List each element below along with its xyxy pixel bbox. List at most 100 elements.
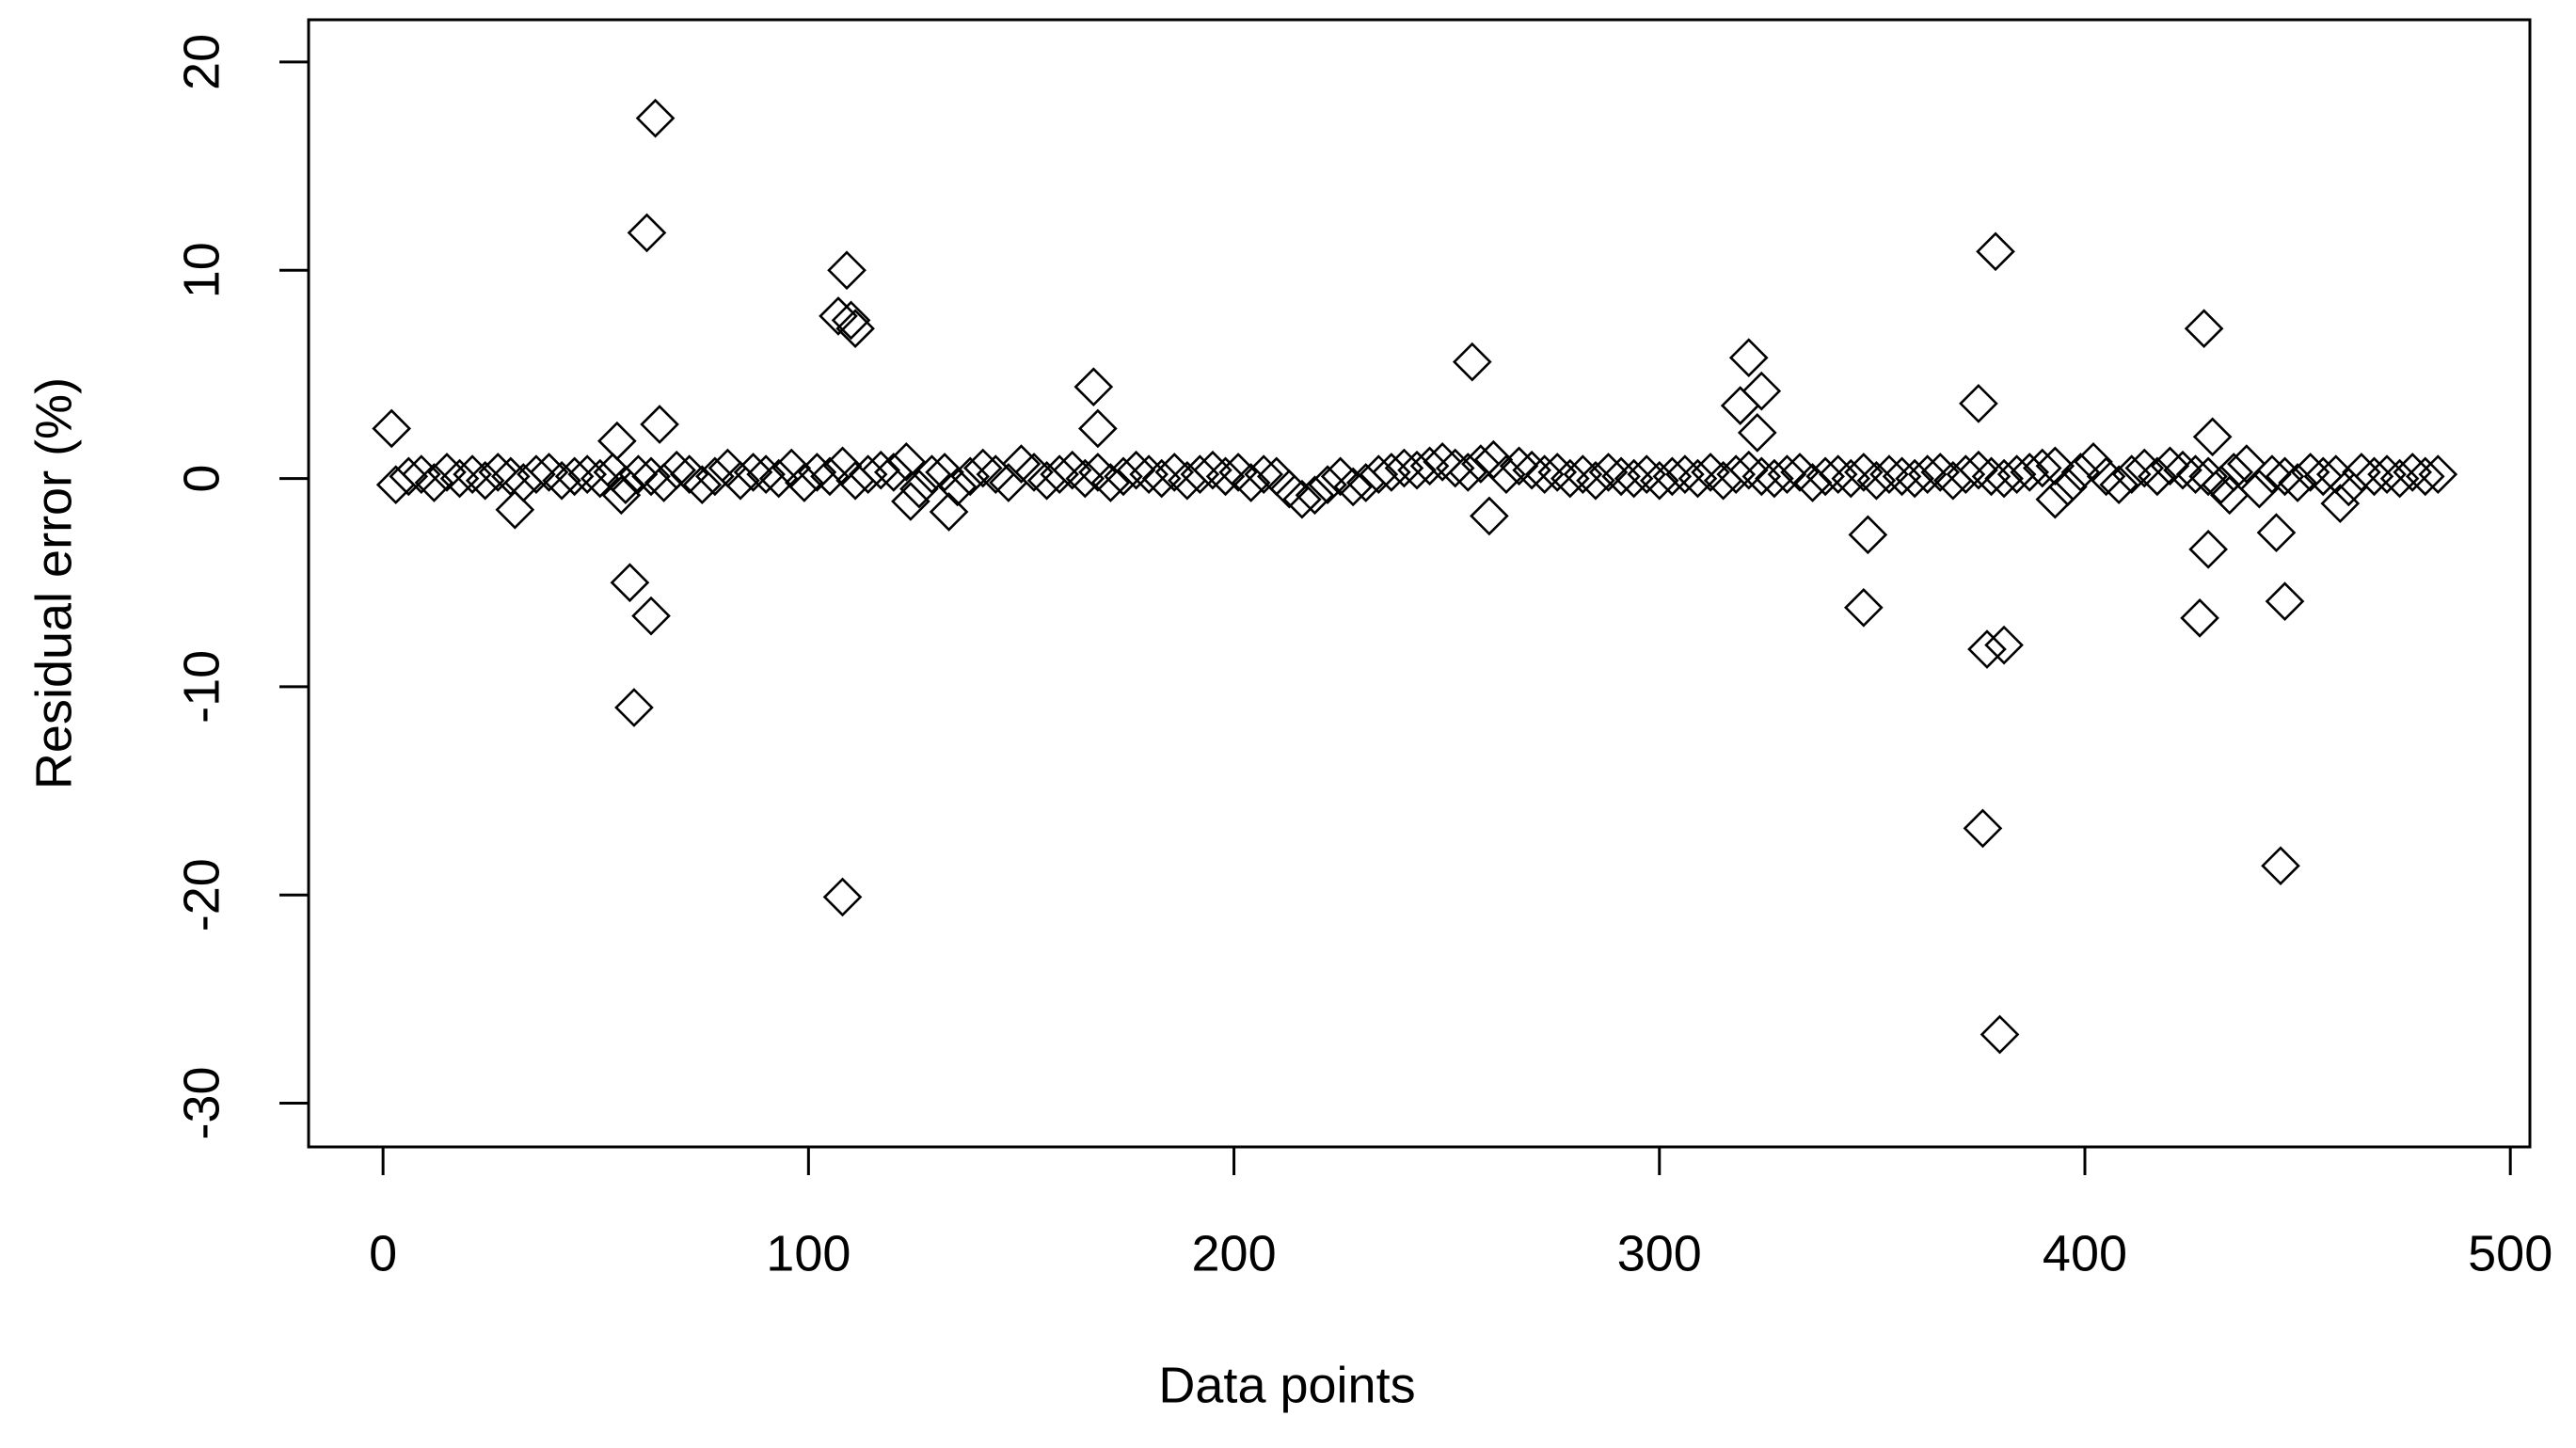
point	[2192, 417, 2233, 457]
point	[1499, 446, 1539, 486]
point	[618, 454, 659, 494]
point	[1691, 453, 1730, 492]
point	[1895, 458, 1934, 499]
point	[2261, 846, 2300, 886]
point	[657, 450, 697, 490]
x-tick-label: 0	[369, 1225, 397, 1281]
point	[925, 453, 964, 492]
point	[1576, 460, 1615, 501]
point	[2188, 456, 2228, 497]
point	[631, 456, 671, 497]
point	[771, 448, 812, 488]
point	[2209, 475, 2250, 516]
point	[1848, 515, 1888, 555]
point	[1959, 384, 1998, 423]
point	[1920, 453, 1961, 492]
point	[627, 213, 667, 253]
point	[2393, 453, 2433, 492]
point	[1959, 450, 1998, 490]
y-axis-label: Residual error (%)	[25, 377, 82, 789]
point	[891, 482, 930, 521]
point	[912, 454, 952, 494]
point	[1550, 458, 1590, 499]
point	[861, 450, 901, 490]
point	[1452, 342, 1492, 382]
point	[695, 456, 735, 497]
point	[2214, 453, 2254, 492]
point	[810, 456, 850, 497]
point	[758, 458, 799, 499]
point	[1907, 454, 1948, 494]
y-tick-label: -20	[173, 858, 230, 931]
point	[784, 463, 824, 502]
plot-frame	[307, 18, 2532, 1149]
point	[1980, 1014, 2020, 1055]
point	[1448, 453, 1488, 492]
point	[1652, 456, 1693, 497]
point	[1844, 587, 1884, 628]
point	[1470, 496, 1509, 536]
point	[601, 475, 642, 516]
point	[542, 460, 581, 501]
point	[1090, 463, 1131, 502]
point	[1295, 475, 1335, 516]
point	[1967, 629, 2007, 669]
point	[1716, 454, 1757, 494]
point	[819, 296, 858, 336]
y-tick-label: 10	[173, 242, 230, 298]
point	[797, 453, 837, 492]
point	[733, 453, 773, 492]
point	[2320, 484, 2361, 523]
point	[517, 454, 556, 494]
point	[1487, 454, 1526, 494]
x-tick-label: 400	[2043, 1225, 2127, 1281]
point	[2278, 463, 2317, 502]
y-tick-label: 20	[173, 34, 230, 90]
point	[822, 446, 863, 486]
point	[1588, 453, 1629, 492]
point	[2138, 456, 2177, 497]
y-tick-label: 0	[173, 465, 230, 493]
point	[1473, 439, 1514, 480]
point	[1996, 454, 2037, 494]
point	[2180, 598, 2219, 638]
point	[1078, 408, 1118, 449]
point	[2252, 454, 2292, 494]
point	[1282, 479, 1322, 519]
point	[580, 458, 620, 499]
point	[1792, 463, 1833, 502]
point	[2060, 453, 2101, 492]
point	[1678, 458, 1718, 499]
point	[2010, 453, 2050, 492]
point	[929, 492, 969, 532]
point	[2329, 467, 2369, 507]
point	[937, 467, 978, 507]
point	[414, 463, 454, 502]
point	[1116, 450, 1156, 490]
point	[1435, 448, 1475, 488]
point	[2201, 465, 2241, 505]
point	[2150, 446, 2190, 486]
point	[1767, 454, 1807, 494]
point	[1333, 467, 1374, 507]
point	[529, 453, 569, 492]
point	[1946, 454, 1986, 494]
point	[465, 460, 505, 501]
point	[610, 563, 650, 603]
point	[1614, 458, 1654, 499]
point	[1397, 450, 1437, 490]
point	[835, 309, 875, 349]
point	[2035, 479, 2075, 519]
point	[614, 688, 654, 727]
point	[1014, 453, 1054, 492]
point	[2184, 309, 2224, 349]
point	[1154, 453, 1195, 492]
x-axis-label: Data points	[1158, 1357, 1415, 1413]
point	[1976, 231, 2015, 272]
point	[2226, 444, 2266, 484]
point	[1984, 458, 2024, 499]
point	[2265, 581, 2305, 621]
point	[1052, 450, 1092, 490]
point	[439, 458, 480, 499]
point	[962, 448, 1003, 488]
